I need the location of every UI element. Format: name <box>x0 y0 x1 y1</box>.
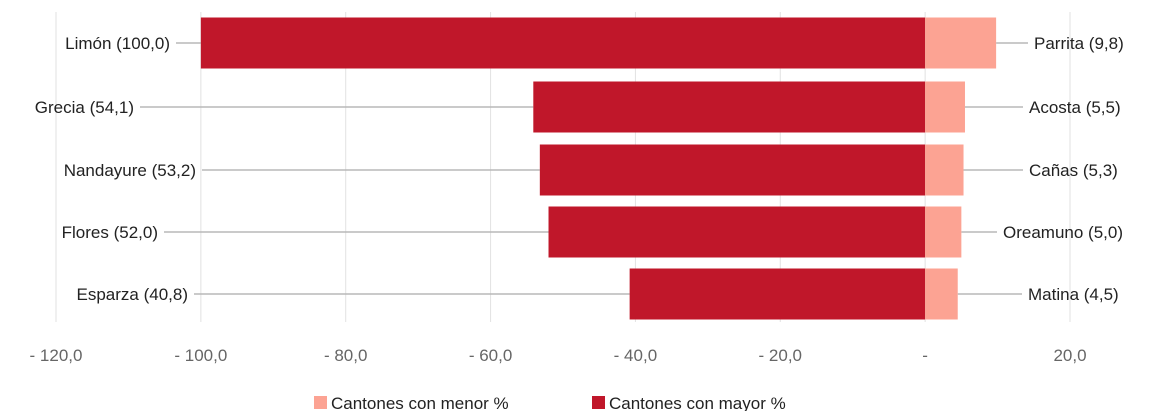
x-tick-label: - 40,0 <box>614 346 657 365</box>
category-label-menor: Matina (4,5) <box>1028 285 1119 304</box>
x-tick-label: - 20,0 <box>759 346 802 365</box>
x-tick-label: 20,0 <box>1053 346 1086 365</box>
bar-menor <box>925 206 962 258</box>
x-axis-ticks: - 120,0 - 100,0 - 80,0 - 60,0 - 40,0 - 20,0 - 2… <box>30 346 1087 365</box>
label-connectors <box>140 42 1028 295</box>
bar-mayor <box>548 206 926 258</box>
category-label-menor: Parrita (9,8) <box>1034 34 1124 53</box>
bar-mayor <box>200 17 926 69</box>
category-label-mayor: Esparza (40,8) <box>77 285 189 304</box>
bar-mayor <box>533 81 926 133</box>
bar-menor <box>925 268 958 320</box>
legend-label: Cantones con menor % <box>331 394 509 411</box>
bar-mayor <box>629 268 926 320</box>
legend-swatch <box>314 396 327 409</box>
legend-label: Cantones con mayor % <box>609 394 786 411</box>
x-tick-label: - 100,0 <box>174 346 227 365</box>
x-tick-label: - 60,0 <box>469 346 512 365</box>
x-tick-label: - 80,0 <box>324 346 367 365</box>
category-label-menor: Cañas (5,3) <box>1029 161 1118 180</box>
bars <box>200 17 997 320</box>
category-labels: Limón (100,0) Grecia (54,1) Nandayure (53,… <box>35 34 1124 304</box>
category-label-menor: Acosta (5,5) <box>1029 98 1121 117</box>
category-label-mayor: Flores (52,0) <box>62 223 158 242</box>
legend: Cantones con menor % Cantones con mayor % <box>314 394 786 411</box>
bar-mayor <box>539 144 926 196</box>
legend-swatch <box>592 396 605 409</box>
bar-menor <box>925 81 965 133</box>
category-label-mayor: Nandayure (53,2) <box>64 161 196 180</box>
x-tick-label: - <box>922 346 928 365</box>
category-label-mayor: Grecia (54,1) <box>35 98 134 117</box>
bar-menor <box>925 144 964 196</box>
category-label-menor: Oreamuno (5,0) <box>1003 223 1123 242</box>
category-label-mayor: Limón (100,0) <box>65 34 170 53</box>
x-tick-label: - 120,0 <box>30 346 83 365</box>
bar-menor <box>925 17 997 69</box>
